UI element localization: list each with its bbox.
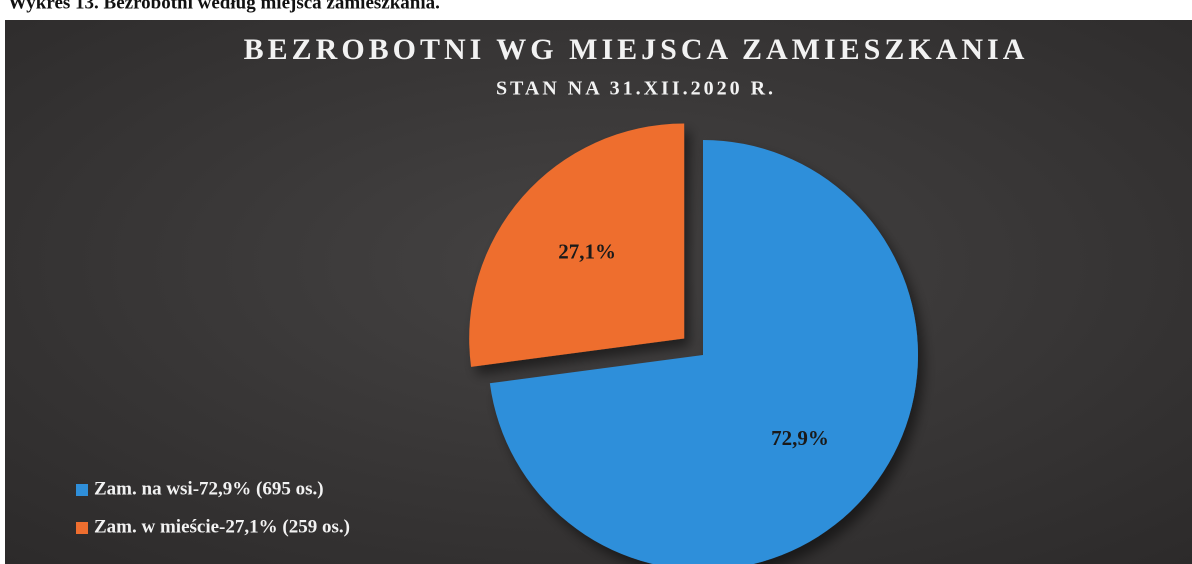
pie-slice — [469, 123, 685, 367]
legend-swatch — [76, 484, 88, 496]
legend-label: Zam. w mieście-27,1% (259 os.) — [94, 516, 350, 537]
pie-slice — [489, 140, 918, 564]
data-label: 72,9% — [771, 426, 829, 450]
caption: Wykres 13. Bezrobotni według miejsca zam… — [8, 0, 440, 13]
pie — [469, 123, 918, 564]
chart-subtitle: STAN NA 31.XII.2020 R. — [496, 78, 776, 100]
legend-swatch — [76, 522, 88, 534]
chart-title: BEZROBOTNI WG MIEJSCA ZAMIESZKANIA — [244, 33, 1029, 66]
legend-label: Zam. na wsi-72,9% (695 os.) — [94, 478, 324, 499]
data-label: 27,1% — [558, 239, 616, 263]
